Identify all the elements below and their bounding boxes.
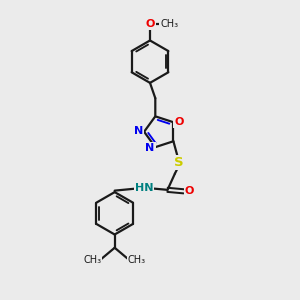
Text: CH₃: CH₃: [160, 19, 178, 29]
Text: N: N: [134, 126, 143, 136]
Text: HN: HN: [135, 183, 153, 194]
Text: O: O: [145, 19, 155, 29]
Text: O: O: [174, 117, 183, 127]
Text: S: S: [175, 156, 184, 169]
Text: CH₃: CH₃: [83, 255, 102, 265]
Text: O: O: [185, 186, 194, 196]
Text: CH₃: CH₃: [128, 255, 146, 265]
Text: N: N: [146, 143, 154, 153]
